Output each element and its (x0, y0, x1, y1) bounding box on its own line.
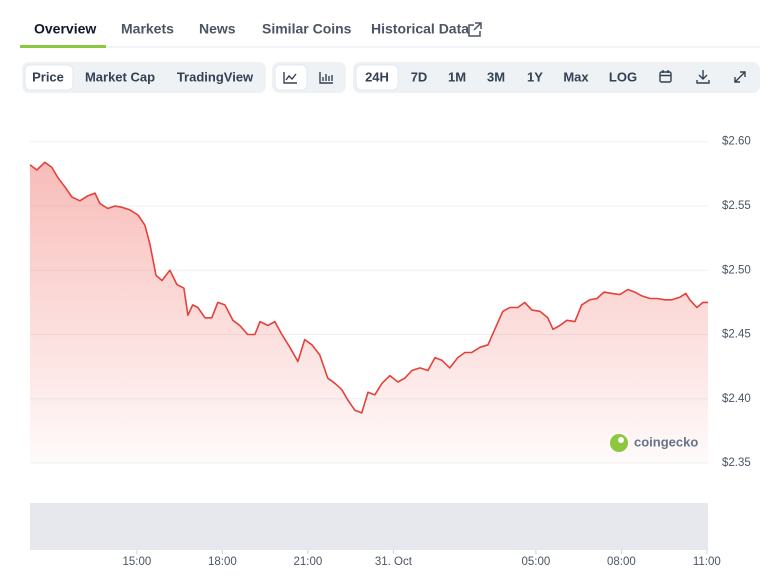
range-group (353, 62, 760, 93)
y-tick-label: $2.50 (722, 264, 751, 276)
download-icon[interactable] (696, 70, 710, 84)
tab[interactable]: Historical Data (371, 21, 469, 37)
y-tick-label: $2.40 (722, 393, 751, 405)
x-tick-label: 18:00 (208, 556, 237, 568)
view-button[interactable]: Price (32, 69, 64, 84)
line-chart-icon[interactable] (283, 72, 297, 84)
watermark-logo (610, 434, 628, 452)
x-tick-label: 21:00 (293, 556, 322, 568)
active-button (24, 64, 74, 91)
tab[interactable]: News (199, 21, 236, 37)
candle-chart-icon[interactable] (319, 72, 333, 84)
price-area (30, 162, 708, 464)
y-tick-label: $2.35 (722, 457, 751, 469)
view-group (22, 62, 266, 93)
x-tick-label: 05:00 (521, 556, 550, 568)
price-line (29, 161, 708, 414)
calendar-icon[interactable] (659, 70, 672, 83)
view-button[interactable]: TradingView (177, 69, 254, 84)
range-button[interactable]: 3M (487, 69, 505, 84)
x-tick-label: 31. Oct (375, 556, 413, 568)
range-button[interactable]: 1M (448, 69, 466, 84)
tab[interactable]: Markets (121, 21, 174, 37)
tab[interactable]: Similar Coins (262, 21, 352, 37)
x-tick-label: 15:00 (122, 556, 151, 568)
range-button[interactable]: 24H (365, 69, 389, 84)
active-button (355, 64, 399, 91)
active-tab-underline (20, 45, 106, 48)
x-tick-label: 08:00 (607, 556, 636, 568)
range-button[interactable]: 1Y (527, 69, 543, 84)
range-button[interactable]: LOG (609, 69, 637, 84)
watermark: coingecko (634, 434, 698, 449)
view-button[interactable]: Market Cap (85, 69, 155, 84)
range-button[interactable]: 7D (411, 69, 428, 84)
fullscreen-icon[interactable] (734, 71, 746, 83)
tab[interactable]: Overview (34, 21, 96, 37)
watermark-logo-eye (618, 437, 624, 443)
y-tick-label: $2.60 (722, 136, 751, 148)
x-tick-label: 11:00 (693, 556, 721, 568)
y-tick-label: $2.45 (722, 329, 751, 341)
range-button[interactable]: Max (563, 69, 589, 84)
volume-strip (30, 503, 708, 550)
external-link-icon (468, 22, 482, 37)
y-tick-label: $2.55 (722, 200, 751, 212)
plot: $2.35 $2.40 $2.45 $2.50 $2.55 $2.60 15:00 18:00… (29, 136, 751, 568)
